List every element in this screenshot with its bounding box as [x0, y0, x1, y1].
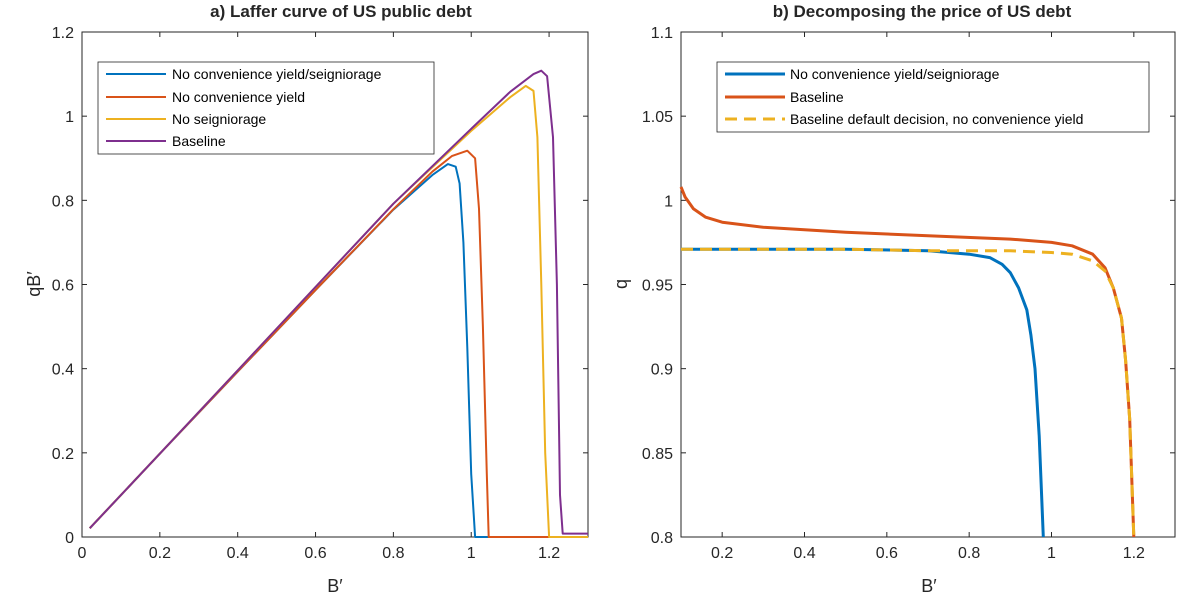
panel-a-xtick-label: 0.8	[382, 545, 404, 562]
legend-a-label-3: No seigniorage	[172, 111, 266, 127]
panel-a-series-lines	[89, 69, 588, 538]
panel-b-ytick-label: 0.85	[642, 446, 673, 463]
panel-b-y-axis-label: q	[611, 279, 631, 289]
panel-a-legend: No convenience yield/seigniorage No conv…	[97, 61, 435, 155]
panel-b-ytick-label: 1.05	[642, 109, 673, 126]
panel-a-ytick-label: 0.8	[52, 193, 74, 210]
panel-a-ytick-label: 1	[65, 109, 74, 126]
panel-b-legend: No convenience yield/seigniorage Baselin…	[716, 61, 1150, 133]
panel-b-x-axis-label: B′	[921, 576, 937, 596]
panel-b-ytick-label: 1.1	[651, 25, 673, 42]
panel-b-series-lines	[679, 186, 1136, 538]
panel-a-series-line-2	[89, 149, 588, 538]
panel-a-ytick-label: 0.2	[52, 446, 74, 463]
legend-a-label-4: Baseline	[172, 133, 226, 149]
panel-a-xtick-label: 0.6	[304, 545, 326, 562]
panel-b-title: b) Decomposing the price of US debt	[773, 2, 1072, 21]
panel-a-legend-box	[97, 61, 435, 155]
panel-b-ytick-label: 0.9	[651, 362, 673, 379]
panel-b-xtick-label: 1.2	[1123, 545, 1145, 562]
panel-a-ytick-label: 0	[65, 530, 74, 547]
legend-a-label-1: No convenience yield/seigniorage	[172, 66, 382, 82]
panel-b-series-line-3	[681, 247, 1136, 538]
panel-b-y-ticks: 0.8 0.85 0.9 0.95 1 1.05 1.1	[642, 25, 1175, 547]
panel-a-y-ticks: 0 0.2 0.4 0.6 0.8 1 1.2	[52, 25, 588, 547]
panel-b-xtick-label: 1	[1047, 545, 1056, 562]
panel-b-xtick-label: 0.2	[711, 545, 733, 562]
panel-a-laffer-curve: a) Laffer curve of US public debt 0 0.2 0.…	[24, 2, 589, 596]
panel-b-ytick-label: 1	[664, 193, 673, 210]
panel-a-xtick-label: 1	[467, 545, 476, 562]
legend-b-label-2: Baseline	[790, 89, 844, 105]
panel-a-y-axis-label: qB′	[24, 271, 44, 297]
panel-a-ytick-label: 0.6	[52, 278, 74, 295]
panel-a-x-ticks: 0 0.2 0.4 0.6 0.8 1 1.2	[78, 32, 560, 562]
panel-a-ytick-label: 0.4	[52, 362, 74, 379]
panel-a-ytick-label: 1.2	[52, 25, 74, 42]
panel-b-x-ticks: 0.2 0.4 0.6 0.8 1 1.2	[711, 32, 1145, 562]
panel-b-xtick-label: 0.4	[793, 545, 815, 562]
panel-a-xtick-label: 0.2	[149, 545, 171, 562]
panel-a-title: a) Laffer curve of US public debt	[210, 2, 472, 21]
panel-a-series-line-4	[89, 69, 588, 535]
panel-b-xtick-label: 0.6	[876, 545, 898, 562]
panel-b-ytick-label: 0.8	[651, 530, 673, 547]
panel-a-xtick-label: 0.4	[227, 545, 249, 562]
legend-b-label-3: Baseline default decision, no convenienc…	[790, 111, 1083, 127]
legend-a-label-2: No convenience yield	[172, 89, 305, 105]
legend-b-label-1: No convenience yield/seigniorage	[790, 66, 1000, 82]
panel-b-xtick-label: 0.8	[958, 545, 980, 562]
panel-a-xtick-label: 0	[78, 545, 87, 562]
panel-b-legend-box	[716, 61, 1150, 133]
panel-b-ytick-label: 0.95	[642, 278, 673, 295]
panel-a-xtick-label: 1.2	[538, 545, 560, 562]
panel-b-price-decomposition: b) Decomposing the price of US debt 0.2 0…	[611, 2, 1176, 596]
panel-a-x-axis-label: B′	[327, 576, 343, 596]
